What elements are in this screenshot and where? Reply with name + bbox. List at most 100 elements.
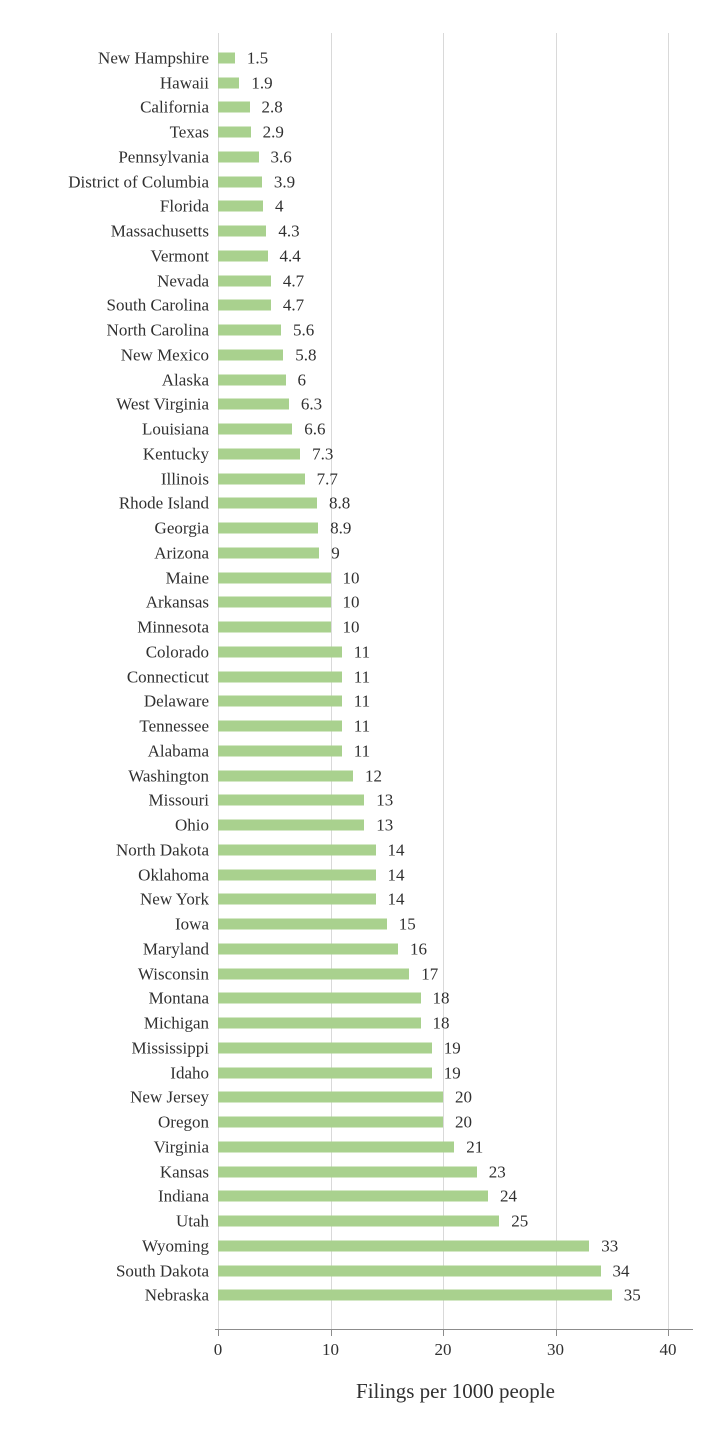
category-label: Nebraska <box>144 1285 209 1305</box>
category-label: South Dakota <box>115 1261 209 1281</box>
bar <box>218 1289 612 1301</box>
category-label: Colorado <box>145 642 209 662</box>
bar <box>218 374 286 386</box>
bar-row: Kentucky 7.3 <box>143 442 668 467</box>
value-label: 10 <box>342 568 360 588</box>
category-label: Louisiana <box>141 419 209 439</box>
value-label: 17 <box>421 964 439 984</box>
bar-row: Montana 18 <box>149 986 668 1011</box>
bar <box>218 992 421 1004</box>
bar-row: South Carolina 4.7 <box>107 293 668 318</box>
bar <box>218 794 365 806</box>
category-label: Alabama <box>147 741 209 761</box>
value-label: 14 <box>387 865 405 885</box>
category-label: New Jersey <box>130 1087 209 1107</box>
x-tick-20 <box>443 1329 444 1336</box>
category-label: District of Columbia <box>68 172 209 192</box>
value-label: 18 <box>432 1013 450 1033</box>
bar <box>218 225 267 237</box>
bar <box>218 1190 488 1202</box>
category-label: Illinois <box>160 469 209 489</box>
gridline-x-40 <box>668 33 669 1329</box>
bar-row: Illinois 7.7 <box>161 466 668 491</box>
plot-area: New Hampshire 1.5 Hawaii 1.9 California 2.8 Te… <box>68 33 669 1329</box>
category-label: Delaware <box>143 691 209 711</box>
x-axis-line <box>215 1329 693 1330</box>
bar <box>218 1265 601 1277</box>
value-label: 4.7 <box>282 271 305 291</box>
value-label: 3.6 <box>270 147 292 167</box>
category-label: New Mexico <box>120 345 209 365</box>
bar-row: New Hampshire 1.5 <box>98 46 668 71</box>
value-label: 6.3 <box>300 394 323 414</box>
category-label: Iowa <box>175 914 209 934</box>
value-label: 11 <box>353 691 371 711</box>
category-label: Indiana <box>158 1186 209 1206</box>
bar <box>218 943 398 955</box>
value-label: 3.9 <box>273 172 296 192</box>
x-tick-40 <box>668 1329 669 1336</box>
bar <box>218 1042 432 1054</box>
category-label: Hawaii <box>159 73 209 93</box>
bar <box>218 572 331 584</box>
bar <box>218 968 410 980</box>
bar-row: Mississippi 19 <box>132 1036 668 1061</box>
bar <box>218 497 317 509</box>
bar <box>218 745 342 757</box>
bar <box>218 918 387 930</box>
category-label: Oklahoma <box>138 865 209 885</box>
bar <box>218 398 289 410</box>
bar <box>218 893 376 905</box>
bar-row: West Virginia 6.3 <box>116 392 668 417</box>
bar <box>218 770 353 782</box>
bar <box>218 1017 421 1029</box>
bar-row: Rhode Island 8.8 <box>119 491 668 516</box>
category-label: Arkansas <box>145 592 209 612</box>
category-label: Idaho <box>170 1063 209 1083</box>
bar <box>218 77 240 89</box>
x-tick-label-10: 10 <box>322 1340 339 1359</box>
bar <box>218 250 268 262</box>
category-label: Maine <box>165 568 209 588</box>
bar-row: South Dakota 34 <box>116 1258 668 1283</box>
category-label: Texas <box>169 122 209 142</box>
bar-row: Virginia 21 <box>154 1135 668 1160</box>
value-label: 9 <box>331 543 340 563</box>
value-label: 14 <box>387 840 405 860</box>
value-label: 25 <box>511 1211 529 1231</box>
category-label: Virginia <box>153 1137 209 1157</box>
category-label: Maryland <box>142 939 209 959</box>
bar-row: Wyoming 33 <box>142 1234 668 1259</box>
bar <box>218 200 263 212</box>
bar-row: Iowa 15 <box>175 912 668 937</box>
bar <box>218 52 235 64</box>
value-label: 19 <box>443 1063 461 1083</box>
bar <box>218 324 281 336</box>
category-label: Vermont <box>150 246 209 266</box>
bar-row: Nebraska 35 <box>145 1283 668 1308</box>
value-label: 16 <box>410 939 427 959</box>
gridline-x-20 <box>443 33 444 1329</box>
bar-row: New Mexico 5.8 <box>121 343 668 368</box>
category-label: Pennsylvania <box>118 147 209 167</box>
bar <box>218 869 376 881</box>
category-label: New York <box>140 889 209 909</box>
category-label: Kentucky <box>142 444 209 464</box>
value-label: 19 <box>443 1038 461 1058</box>
value-label: 7.3 <box>312 444 334 464</box>
bar-row: Oregon 20 <box>158 1110 668 1135</box>
bar <box>218 621 331 633</box>
value-label: 4 <box>275 196 284 216</box>
category-label: Massachusetts <box>110 221 209 241</box>
category-label: Tennessee <box>139 716 209 736</box>
bar-row: Alaska 6 <box>162 367 668 392</box>
value-label: 4.4 <box>279 246 301 266</box>
bar <box>218 176 262 188</box>
bar-row: New Jersey 20 <box>130 1085 668 1110</box>
category-label: Montana <box>148 988 209 1008</box>
bar-rows: New Hampshire 1.5 Hawaii 1.9 California 2.8 Te… <box>68 46 668 1308</box>
bar-row: Nevada 4.7 <box>157 268 668 293</box>
bar-row: Kansas 23 <box>160 1159 668 1184</box>
bar-row: Georgia 8.9 <box>155 516 668 541</box>
